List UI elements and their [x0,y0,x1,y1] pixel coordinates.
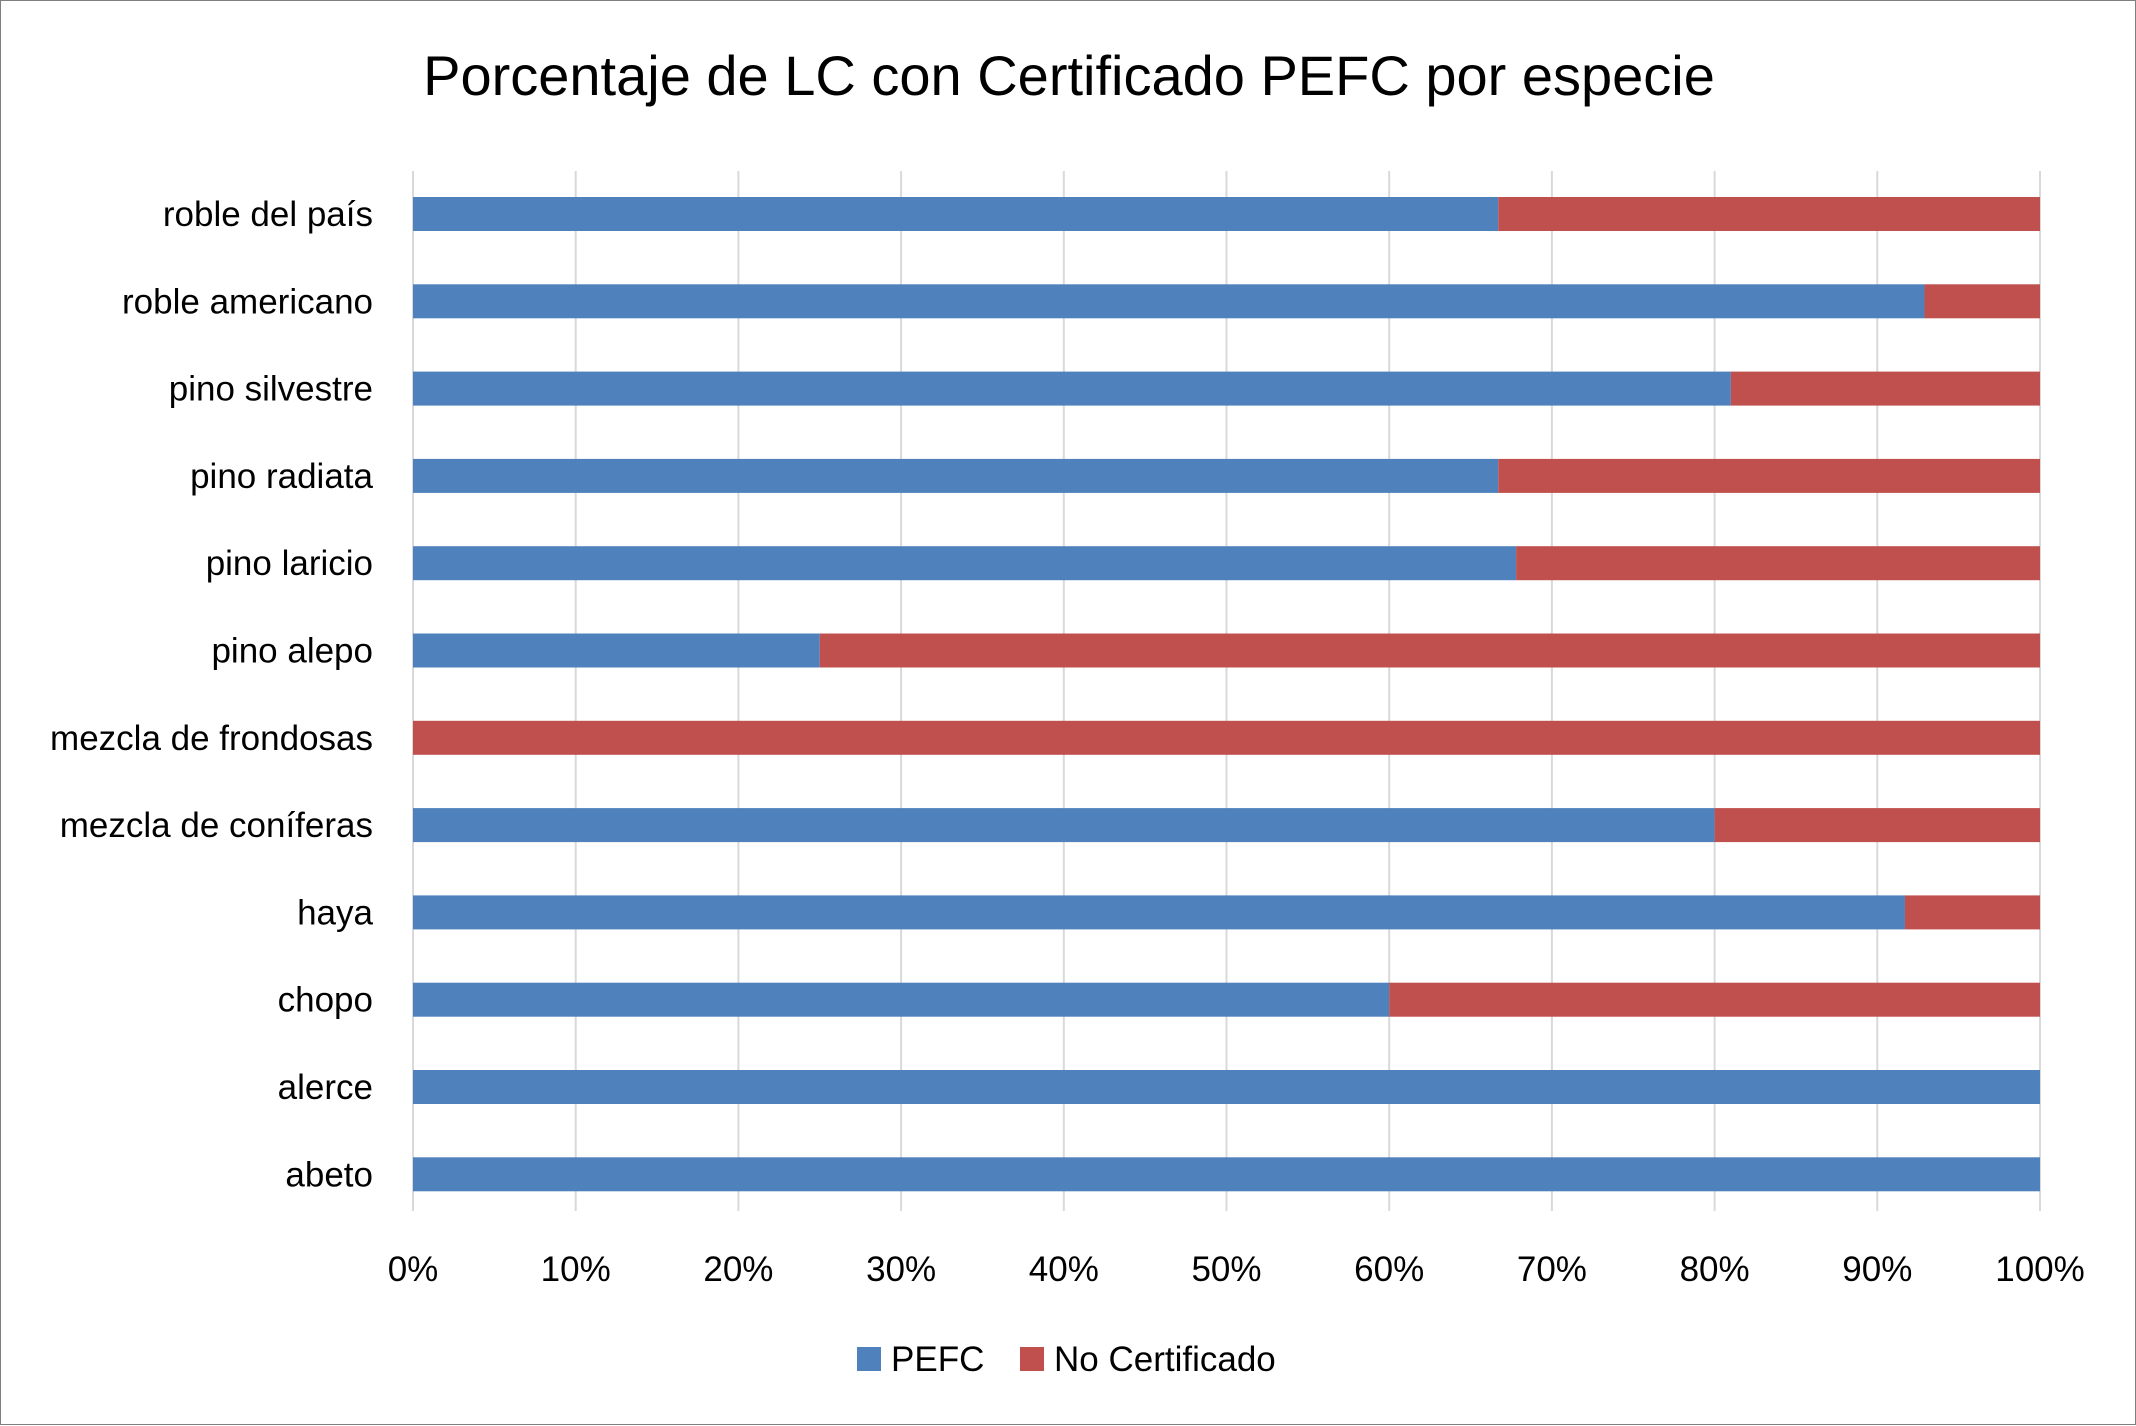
bar-pefc [413,284,1925,319]
bar-no-certificado [1714,808,2040,843]
legend-label: No Certificado [1054,1340,1276,1379]
x-tick-label: 50% [1191,1250,1261,1289]
bar-pefc [413,197,1499,231]
bar-no-certificado [1516,546,2040,581]
category-labels: roble del país roble americano pino silves… [50,195,373,1194]
x-tick-label: 60% [1354,1250,1424,1289]
x-tick-label: 100% [1995,1250,2085,1289]
bar-no-certificado [819,633,2040,668]
bar-no-certificado [1730,371,2040,406]
category-label: pino laricio [206,544,373,583]
x-axis-ticks: 0% 10% 20% 30% 40% 50% 60% 70% 80% 90% 100% [388,1250,2085,1289]
chart-title: Porcentaje de LC con Certificado PEFC po… [423,44,1715,107]
category-label: roble del país [163,195,373,234]
category-label: abeto [285,1155,373,1194]
bar-no-certificado [1904,895,2040,930]
bar-no-certificado [1924,284,2040,319]
legend-swatch [857,1347,881,1371]
bars [413,197,2040,1192]
category-label: chopo [278,981,373,1020]
bar-pefc [413,1157,2040,1192]
category-label: pino radiata [190,457,373,496]
x-tick-label: 70% [1517,1250,1587,1289]
bar-pefc [413,633,820,668]
bar-pefc [413,458,1499,493]
x-tick-label: 10% [541,1250,611,1289]
bar-pefc [413,546,1517,581]
x-tick-label: 20% [703,1250,773,1289]
legend: PEFC No Certificado [857,1340,1276,1379]
category-label: haya [297,893,373,932]
bar-pefc [413,895,1905,930]
legend-label: PEFC [891,1340,984,1379]
bar-pefc [413,982,1390,1017]
x-tick-label: 80% [1680,1250,1750,1289]
bar-pefc [413,808,1715,843]
category-label: mezcla de coníferas [60,806,373,845]
category-label: roble americano [122,282,373,321]
x-tick-label: 40% [1029,1250,1099,1289]
x-tick-label: 90% [1842,1250,1912,1289]
category-label: pino alepo [211,632,373,671]
gridlines [412,171,2041,1211]
bar-no-certificado [1498,458,2040,493]
x-tick-label: 0% [388,1250,439,1289]
bar-no-certificado [1498,197,2040,231]
category-label: mezcla de frondosas [50,719,373,758]
category-label: alerce [278,1068,373,1107]
x-tick-label: 30% [866,1250,936,1289]
bar-pefc [413,1070,2040,1104]
legend-swatch [1020,1347,1044,1371]
bar-no-certificado [413,720,2040,755]
category-label: pino silvestre [169,370,373,409]
bar-no-certificado [1389,982,2040,1017]
bar-pefc [413,371,1731,406]
